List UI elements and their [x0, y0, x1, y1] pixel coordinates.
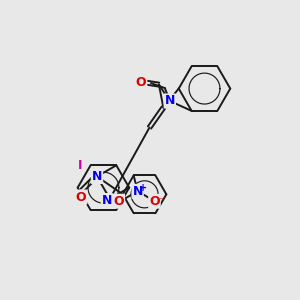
Text: N: N [102, 194, 112, 207]
Text: +: + [140, 183, 148, 193]
Text: I: I [77, 159, 82, 172]
Text: ⁻: ⁻ [158, 196, 164, 206]
Text: N: N [92, 170, 102, 183]
Text: N: N [165, 94, 175, 107]
Text: O: O [113, 195, 124, 208]
Text: N: N [132, 185, 143, 198]
Text: O: O [76, 190, 86, 203]
Text: O: O [136, 76, 146, 89]
Text: O: O [149, 195, 160, 208]
